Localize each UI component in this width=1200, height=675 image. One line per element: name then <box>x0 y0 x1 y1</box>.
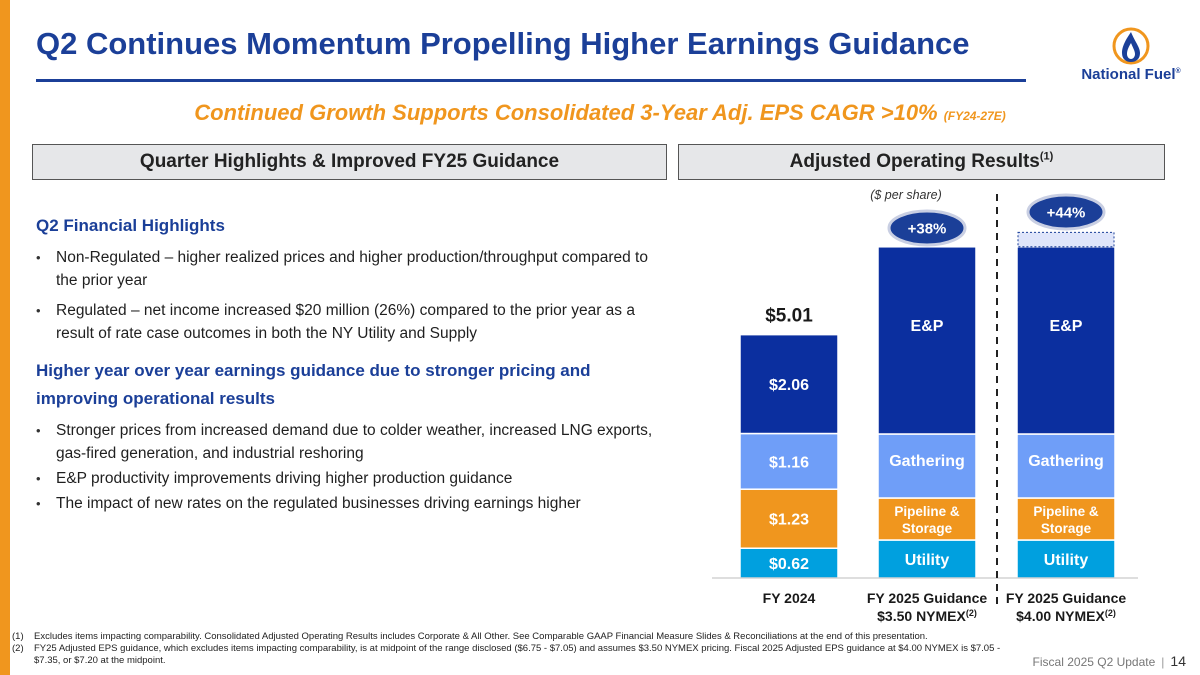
pipeline-storage-segment <box>1016 497 1116 541</box>
subtitle-note: (FY24-27E) <box>943 109 1006 123</box>
page-number: 14 <box>1170 653 1186 669</box>
chart-unit-note: ($ per share) <box>870 188 942 202</box>
results-header-label: Adjusted Operating Results <box>789 151 1040 172</box>
utility-segment-label: Utility <box>1044 552 1089 569</box>
footnote-number: (2) <box>12 643 24 654</box>
footnote: (1) Excludes items impacting comparabilit… <box>12 631 1002 643</box>
ep-segment <box>877 246 977 435</box>
category-label-line2: $3.50 NYMEX(2) <box>877 608 977 624</box>
pipeline-segment-label: Storage <box>1041 521 1092 536</box>
q2-bullet-list: Non-Regulated – higher realized prices a… <box>36 246 666 345</box>
footer-separator: | <box>1161 655 1165 669</box>
results-section-header: Adjusted Operating Results(1) <box>678 144 1165 180</box>
fy2024-bar-segment <box>739 432 839 490</box>
registered-mark: ® <box>1175 68 1181 75</box>
page-title: Q2 Continues Momentum Propelling Higher … <box>36 26 970 61</box>
q2-highlights-heading: Q2 Financial Highlights <box>36 216 225 235</box>
q2-bullet: Non-Regulated – higher realized prices a… <box>36 246 666 292</box>
footer-label: Fiscal 2025 Q2 Update <box>1032 655 1156 669</box>
ep-segment-label: E&P <box>911 318 944 335</box>
footnote-text: FY25 Adjusted EPS guidance, which exclud… <box>34 643 1001 666</box>
fy2024-bar-segment <box>739 547 839 579</box>
fy2024-segment-label: $1.16 <box>769 454 809 471</box>
q2-bullet: Regulated – net income increased $20 mil… <box>36 299 666 345</box>
page-footer: Fiscal 2025 Q2 Update | 14 <box>1033 653 1186 669</box>
pipeline-segment-label: Pipeline & <box>1033 504 1099 519</box>
category-footnote-ref: (2) <box>966 608 977 618</box>
national-fuel-logo: National Fuel® <box>1072 26 1190 88</box>
footnotes: (1) Excludes items impacting comparabilit… <box>12 631 1002 667</box>
fy2024-bar-segment <box>739 488 839 549</box>
ep-segment-label: E&P <box>1050 318 1083 335</box>
utility-segment-label: Utility <box>905 552 950 569</box>
category-label: FY 2025 Guidance <box>1006 590 1127 606</box>
footnote-text: Excludes items impacting comparability. … <box>34 631 928 642</box>
guidance-bullet: The impact of new rates on the regulated… <box>36 492 666 515</box>
logo-text: National Fuel <box>1081 66 1176 83</box>
guidance-bullet: E&P productivity improvements driving hi… <box>36 467 666 490</box>
growth-badge-label: +38% <box>908 221 947 238</box>
fy2024-segment-label: $1.23 <box>769 512 809 529</box>
fy2024-segment-label: $2.06 <box>769 377 809 394</box>
guidance-increment-segment <box>1017 231 1115 248</box>
growth-badge <box>1026 193 1106 231</box>
subtitle-text: Continued Growth Supports Consolidated 3… <box>194 100 938 125</box>
title-divider <box>36 79 1026 82</box>
footnote-number: (1) <box>12 631 24 642</box>
flame-icon <box>1112 27 1150 65</box>
gathering-segment-label: Gathering <box>1028 453 1104 470</box>
category-label-line2: $4.00 NYMEX(2) <box>1016 608 1116 624</box>
guidance-bullet: Stronger prices from increased demand du… <box>36 419 666 465</box>
gathering-segment <box>877 433 977 499</box>
category-label: FY 2024 <box>763 590 816 606</box>
highlights-section-header: Quarter Highlights & Improved FY25 Guida… <box>32 144 667 180</box>
highlights-panel: Q2 Financial Highlights Non-Regulated – … <box>36 212 666 517</box>
guidance-heading: Higher year over year earnings guidance … <box>36 361 591 408</box>
adjusted-eps-stacked-bar-chart: ($ per share) $0.62 $1.23 $1.16 $2.06 $5.01 Ut… <box>712 188 1138 624</box>
growth-badge <box>887 209 967 247</box>
pipeline-segment-label: Pipeline & <box>894 504 960 519</box>
gathering-segment <box>1016 433 1116 499</box>
growth-badge-label: +44% <box>1047 205 1086 222</box>
pipeline-segment-label: Storage <box>902 521 953 536</box>
category-label: FY 2025 Guidance <box>867 590 988 606</box>
footnote: (2) FY25 Adjusted EPS guidance, which exc… <box>12 643 1002 667</box>
ep-segment <box>1016 246 1116 435</box>
fy2024-segment-label: $0.62 <box>769 556 809 573</box>
subtitle: Continued Growth Supports Consolidated 3… <box>0 100 1200 126</box>
results-header-footnote-ref: (1) <box>1039 150 1054 163</box>
accent-bar <box>0 0 10 675</box>
category-footnote-ref: (2) <box>1105 608 1116 618</box>
utility-segment <box>1016 539 1116 579</box>
guidance-bullet-list: Stronger prices from increased demand du… <box>36 419 666 515</box>
fy2024-bar-segment <box>739 333 839 435</box>
gathering-segment-label: Gathering <box>889 453 965 470</box>
bar-total-label: $5.01 <box>765 306 813 327</box>
